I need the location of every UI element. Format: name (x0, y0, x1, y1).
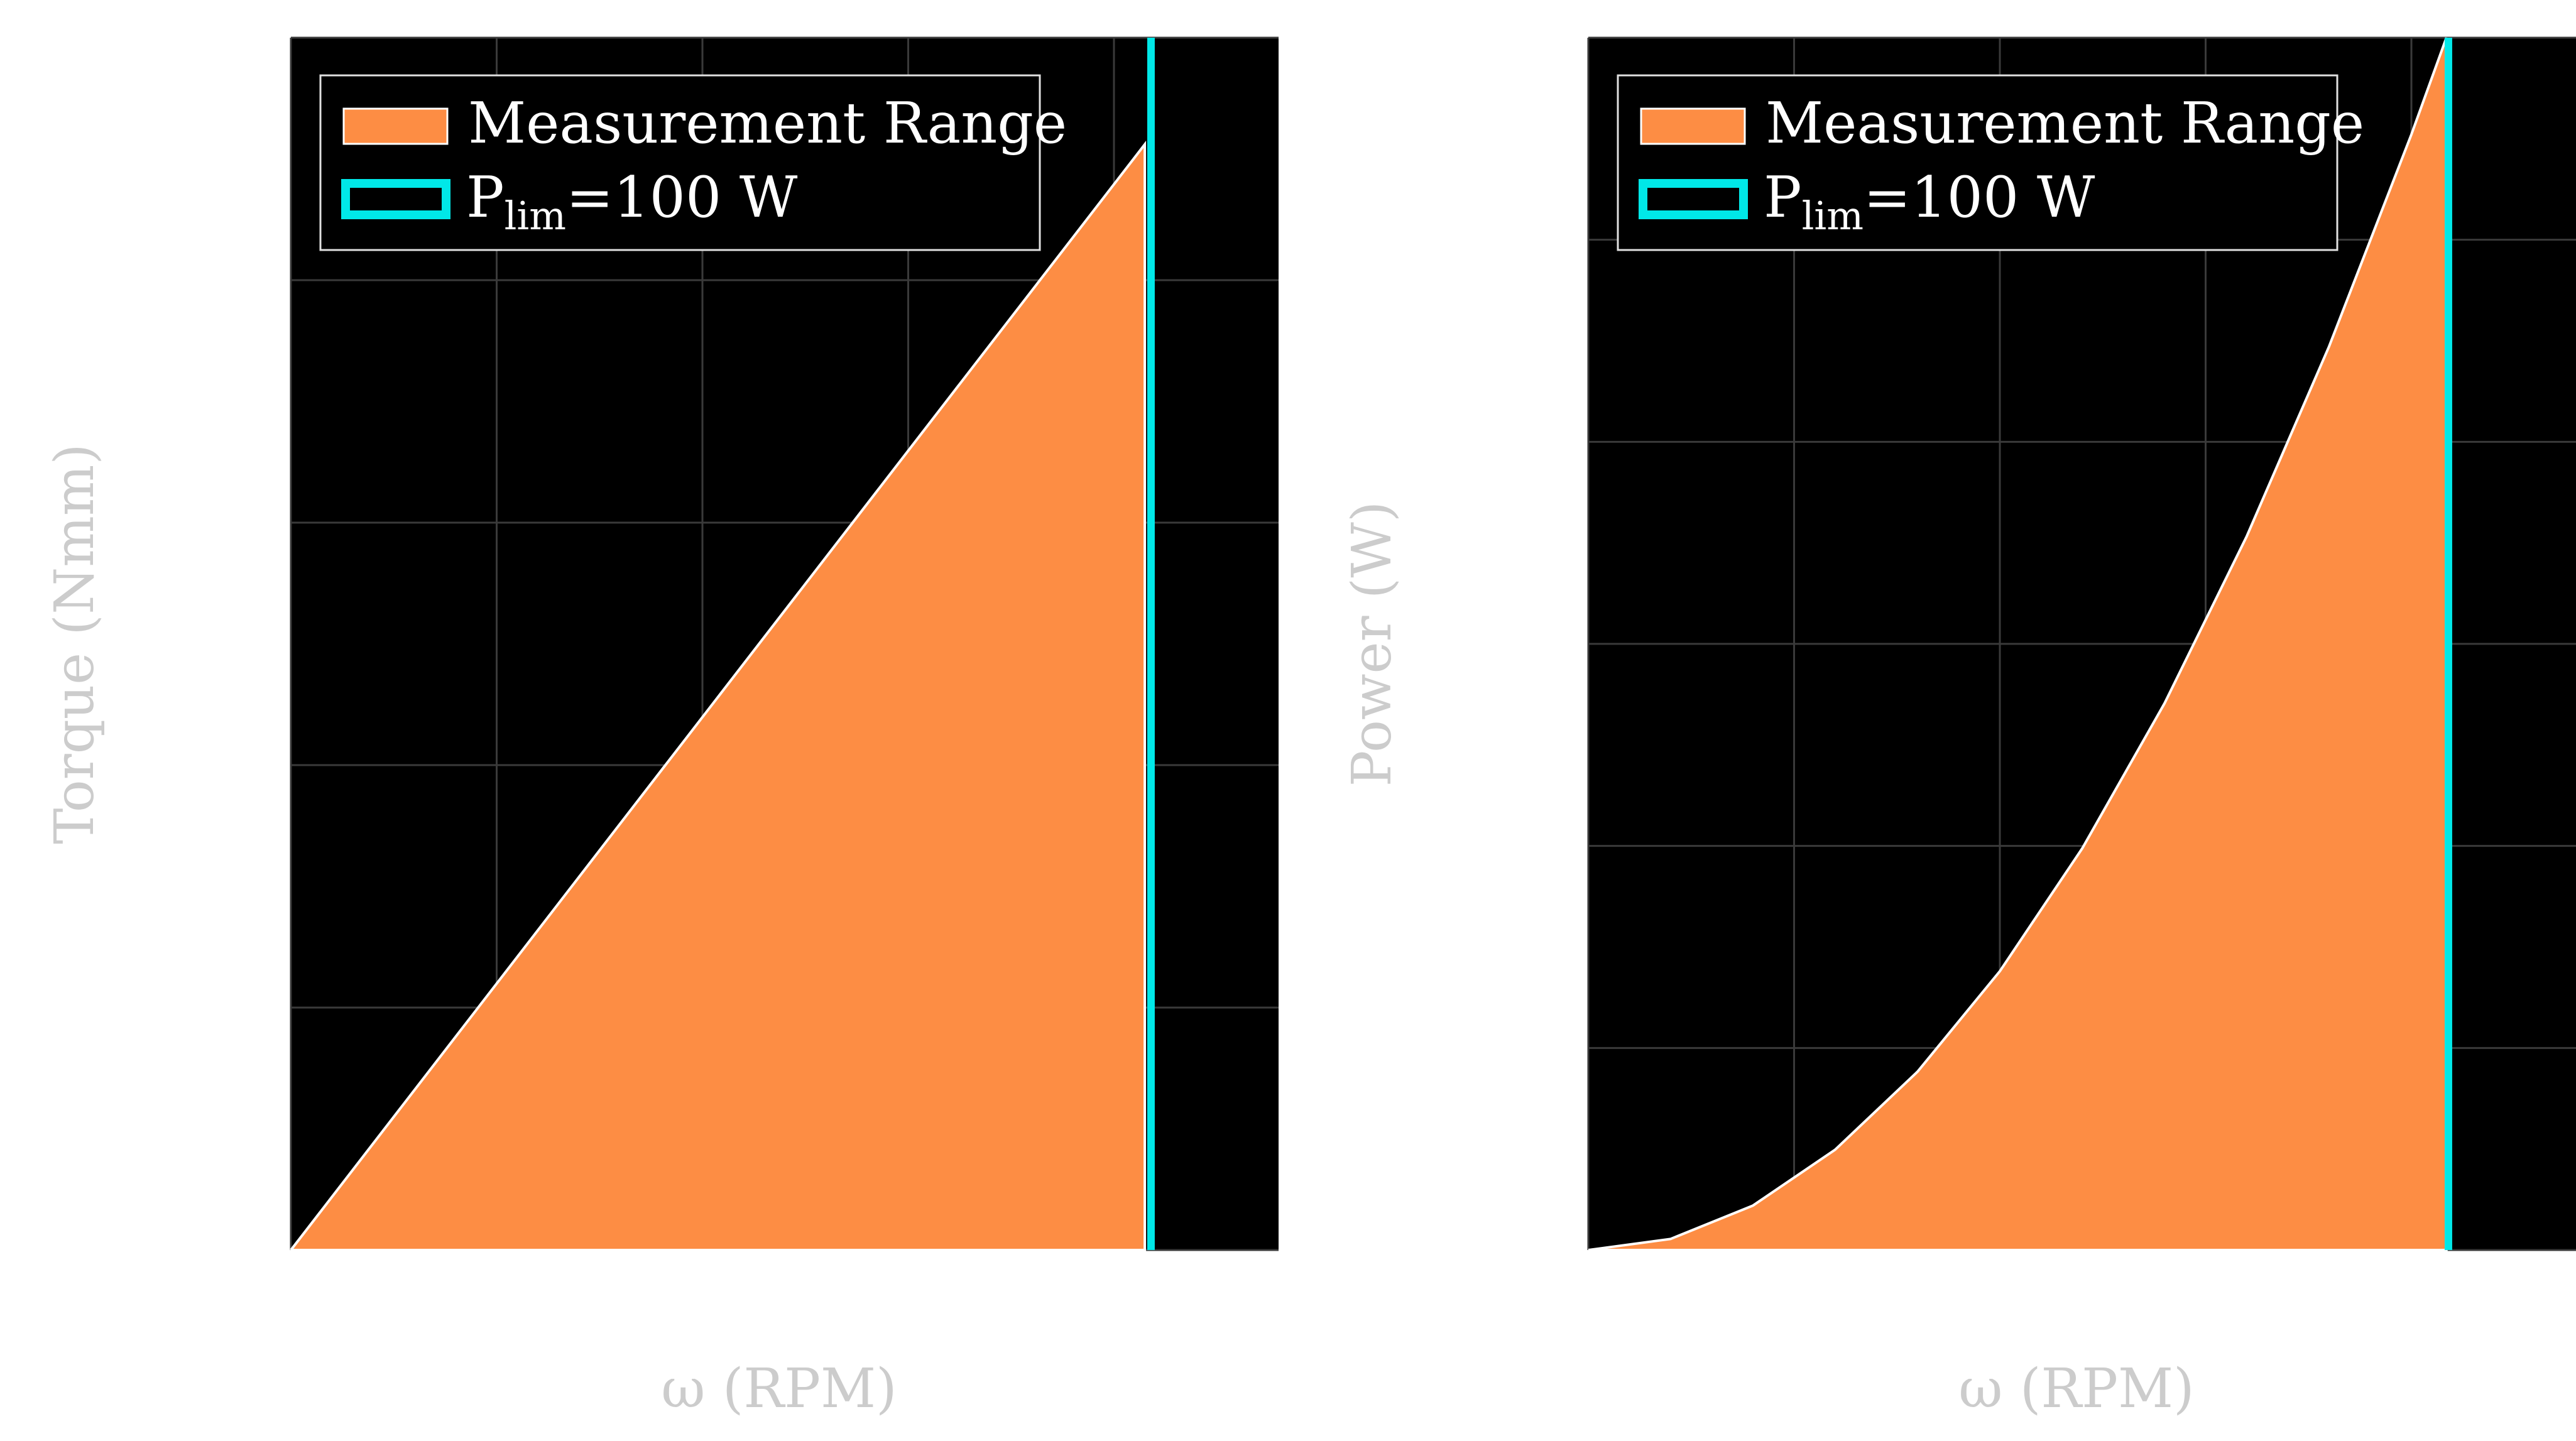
torque-chart: Torque (Nmm) ω (RPM) Measurement Range P… (43, 36, 1279, 1420)
legend-label-power-limit: Plim=100 W (1764, 165, 2095, 239)
x-axis-label: ω (RPM) (1958, 1357, 2194, 1420)
y-axis-label: Power (W) (1341, 501, 1404, 787)
legend-area-swatch (342, 107, 449, 145)
measurement-range-edge (1588, 37, 2448, 1251)
legend-vline-swatch (341, 179, 450, 219)
x-axis-label: ω (RPM) (661, 1357, 897, 1420)
legend-label-power-limit: Plim=100 W (466, 165, 798, 239)
legend-label-measurement-range: Measurement Range (1766, 90, 2364, 156)
legend-area-swatch (1640, 107, 1746, 145)
measurement-range-area (1588, 38, 2447, 1250)
legend-label-measurement-range: Measurement Range (468, 90, 1067, 156)
legend-box (319, 74, 1041, 251)
power-chart: Power (W) ω (RPM) Measurement Range Plim… (1341, 36, 2576, 1420)
y-axis-label: Torque (Nmm) (43, 443, 106, 844)
legend: Measurement Range Plim=100 W (319, 74, 1067, 251)
legend-box (1617, 74, 2339, 251)
legend: Measurement Range Plim=100 W (1617, 74, 2364, 251)
measurement-range-edge (290, 140, 1147, 1251)
legend-vline-swatch (1639, 179, 1748, 219)
